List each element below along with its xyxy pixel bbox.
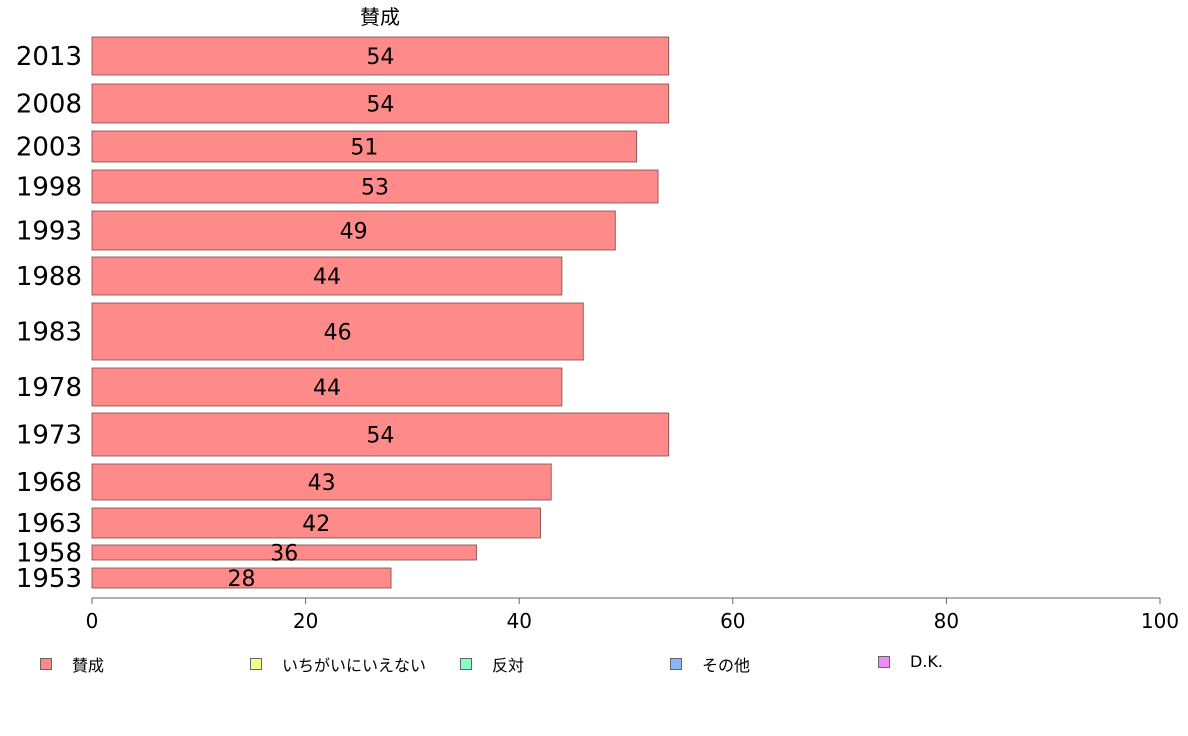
bar-value-label: 54 xyxy=(366,45,394,70)
bar-value-label: 42 xyxy=(302,512,330,537)
bar-1958 xyxy=(91,544,477,561)
legend-swatch xyxy=(670,658,682,670)
category-label: 1998 xyxy=(16,173,82,203)
bar-2003 xyxy=(91,130,638,163)
bar-1973 xyxy=(91,412,670,457)
bar-value-label: 54 xyxy=(366,93,394,118)
legend-swatch xyxy=(250,658,262,670)
legend-label: 反対 xyxy=(492,656,525,675)
category-label: 1953 xyxy=(16,564,82,594)
legend-swatch xyxy=(460,658,472,670)
legend-item: その他 xyxy=(670,652,750,676)
category-label: 1993 xyxy=(16,217,82,247)
bar-value-label: 46 xyxy=(324,321,352,346)
bar-value-label: 53 xyxy=(361,176,389,201)
chart-title: 賛成 xyxy=(360,5,400,29)
legend-item: いちがいにいえない xyxy=(250,652,426,676)
legend-label: 賛成 xyxy=(72,656,105,675)
bar-value-label: 44 xyxy=(313,376,341,401)
x-tick-label: 80 xyxy=(934,609,959,633)
bar-value-label: 43 xyxy=(308,471,336,496)
bar-2008 xyxy=(91,83,670,124)
x-tick-label: 20 xyxy=(293,609,318,633)
legend-label: その他 xyxy=(702,656,751,675)
x-tick-label: 60 xyxy=(720,609,745,633)
bar-value-label: 44 xyxy=(313,265,341,290)
x-axis: 0 20 40 60 80 100 xyxy=(86,597,1179,633)
bar-1963 xyxy=(91,507,541,539)
bar-2013 xyxy=(91,36,670,76)
legend: 賛成 いちがいにいえない 反対 その他 D.K. xyxy=(0,652,1188,676)
legend-swatch xyxy=(878,655,890,668)
category-label: 2008 xyxy=(16,90,82,120)
x-tick-label: 0 xyxy=(86,609,99,633)
category-label: 1978 xyxy=(16,373,82,403)
legend-label: いちがいにいえない xyxy=(282,656,427,675)
category-label: 1958 xyxy=(16,539,82,569)
bars-group: 54 2013 54 2008 51 2003 53 1998 49 1993 44 1988 46 19… xyxy=(16,36,670,594)
bar-value-label: 54 xyxy=(366,424,394,449)
category-label: 1963 xyxy=(16,509,82,539)
category-label: 2013 xyxy=(16,42,82,72)
legend-label: D.K. xyxy=(910,652,943,671)
category-label: 1983 xyxy=(16,318,82,348)
x-tick-label: 40 xyxy=(506,609,531,633)
legend-item: 賛成 xyxy=(40,652,104,676)
bar-1978 xyxy=(91,367,563,407)
bar-1988 xyxy=(91,256,563,296)
bar-1968 xyxy=(91,463,552,501)
category-label: 1988 xyxy=(16,262,82,292)
bar-1993 xyxy=(91,210,616,251)
bar-1998 xyxy=(91,169,659,204)
bar-value-label: 51 xyxy=(350,136,378,161)
bar-value-label: 28 xyxy=(228,567,256,592)
category-label: 1973 xyxy=(16,421,82,451)
legend-item: 反対 xyxy=(460,652,524,676)
legend-item: D.K. xyxy=(878,652,943,671)
x-tick-label: 100 xyxy=(1141,609,1179,633)
bar-value-label: 36 xyxy=(270,542,298,567)
bar-1953 xyxy=(91,567,392,589)
bar-value-label: 49 xyxy=(340,220,368,245)
legend-swatch xyxy=(40,658,52,670)
category-label: 1968 xyxy=(16,468,82,498)
category-label: 2003 xyxy=(16,133,82,163)
bar-1983 xyxy=(91,302,584,361)
